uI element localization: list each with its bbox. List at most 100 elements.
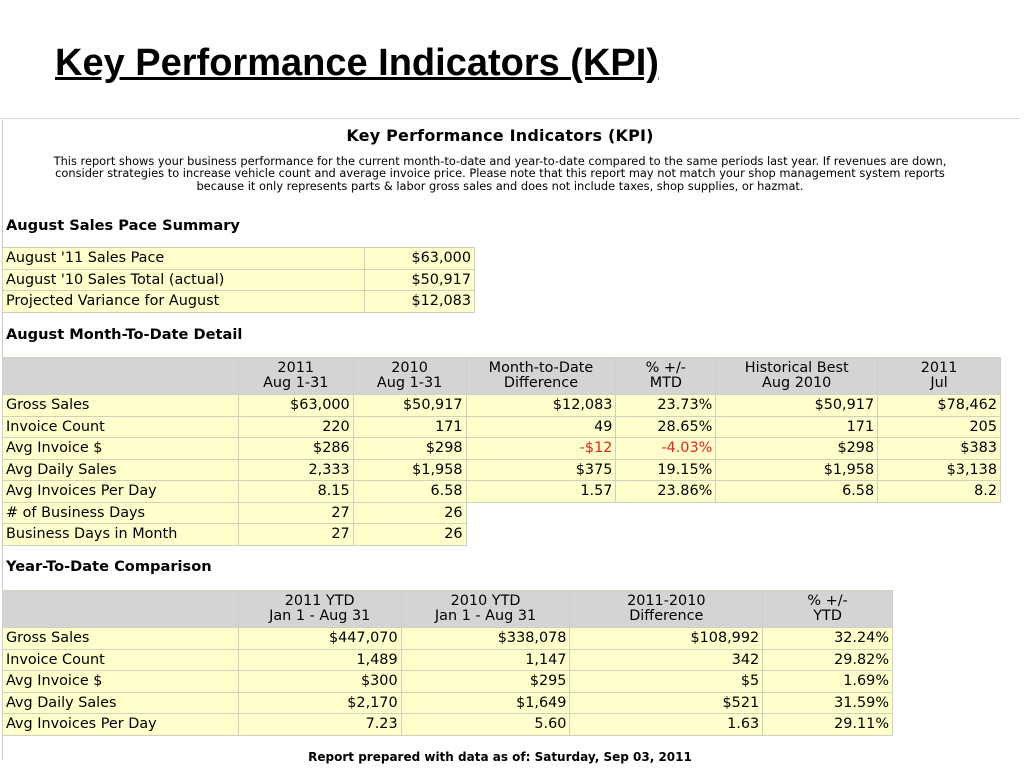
column-header: 2010 YTD Jan 1 - Aug 31 [400,590,571,628]
table-cell: $50,917 [352,394,467,417]
row-label: Projected Variance for August [1,290,366,313]
row-label: Invoice Count [2,648,239,671]
table-cell: 342 [569,648,764,671]
table-cell: $383 [877,437,1001,460]
ytd-heading: Year-To-Date Comparison [6,558,212,575]
table-row: Avg Daily Sales $2,170 $1,649 $521 31.59% [2,691,893,714]
report-footer: Report prepared with data as of: Saturda… [308,750,692,764]
table-row: Avg Invoice $ $300 $295 $5 1.69% [2,670,893,693]
table-cell: $108,992 [569,627,764,650]
table-cell: 23.86% [615,480,717,503]
table-cell: 27 [237,523,354,546]
column-header-line: 2011 [920,360,958,376]
column-header-line: Aug 1-31 [263,375,329,391]
kpi-report: Key Performance Indicators (KPI) This re… [0,118,1024,768]
table-cell: $12,083 [364,290,475,313]
table-cell: $50,917 [715,394,879,417]
ytd-table: 2011 YTD Jan 1 - Aug 31 2010 YTD Jan 1 - Au… [2,590,893,736]
table-cell: 29.82% [762,648,893,671]
row-label: Gross Sales [2,394,239,417]
row-label: Business Days in Month [2,523,239,546]
table-cell: 1.63 [569,713,764,736]
column-header: 2010 Aug 1-31 [352,357,467,395]
table-row: # of Business Days 27 26 [2,501,1001,524]
table-row: Avg Daily Sales 2,333 $1,958 $375 19.15% $1,9… [2,458,1001,481]
table-cell: $2,170 [237,691,402,714]
table-cell: $1,958 [715,458,879,481]
row-label: Avg Invoice $ [2,670,239,693]
table-cell: 1.69% [762,670,893,693]
table-cell: 1,147 [400,648,571,671]
sales-pace-table: August '11 Sales Pace $63,000 August '10 S… [1,247,475,313]
report-title: Key Performance Indicators (KPI) [346,126,654,145]
table-row: Gross Sales $63,000 $50,917 $12,083 23.73% $5… [2,394,1001,417]
row-label: Invoice Count [2,415,239,438]
report-top-border [0,118,1020,119]
column-header-line: Jan 1 - Aug 31 [269,608,371,624]
table-cell: $298 [352,437,467,460]
row-label: Avg Daily Sales [2,458,239,481]
table-cell: 7.23 [237,713,402,736]
column-header-line: Difference [503,375,579,391]
table-cell: 1.57 [465,480,617,503]
row-label: Avg Daily Sales [2,691,239,714]
table-row: Business Days in Month 27 26 [2,523,1001,546]
table-cell: 171 [352,415,467,438]
sales-pace-heading: August Sales Pace Summary [6,217,240,234]
table-row: August '11 Sales Pace $63,000 [1,247,475,270]
column-header-line: Aug 2010 [762,375,832,391]
table-cell: 220 [237,415,354,438]
table-row: Avg Invoice $ $286 $298 -$12 -4.03% $298 $383 [2,437,1001,460]
table-cell: -$12 [465,437,617,460]
column-header: 2011-2010 Difference [569,590,764,628]
column-header-line: Difference [629,608,704,624]
table-row: August '10 Sales Total (actual) $50,917 [1,268,475,291]
table-cell: $5 [569,670,764,693]
table-cell: $375 [465,458,617,481]
table-cell: 6.58 [715,480,879,503]
column-header: Historical Best Aug 2010 [715,357,879,395]
row-label: Avg Invoices Per Day [2,480,239,503]
table-cell: $63,000 [364,247,475,270]
column-header-line: YTD [813,608,842,624]
table-cell: -4.03% [615,437,717,460]
table-row: Invoice Count 1,489 1,147 342 29.82% [2,648,893,671]
column-header-line: 2011 [277,360,315,376]
table-cell: 27 [237,501,354,524]
table-cell: 32.24% [762,627,893,650]
table-cell: 5.60 [400,713,571,736]
column-header: Month-to-Date Difference [465,357,617,395]
mtd-table: 2011 Aug 1-31 2010 Aug 1-31 Month-to-Date Dif… [2,357,1001,546]
table-cell: $521 [569,691,764,714]
table-cell: 171 [715,415,879,438]
table-cell: 19.15% [615,458,717,481]
table-cell: $1,958 [352,458,467,481]
table-cell: $50,917 [364,268,475,291]
table-cell: $295 [400,670,571,693]
row-label: August '11 Sales Pace [1,247,366,270]
table-cell: $3,138 [877,458,1001,481]
table-cell: 8.2 [877,480,1001,503]
column-header-line: Jul [930,375,948,391]
table-cell: 49 [465,415,617,438]
slide-title: Key Performance Indicators (KPI) [55,42,659,84]
column-header: 2011 YTD Jan 1 - Aug 31 [237,590,402,628]
column-header-line: % +/- [807,593,848,609]
header-corner [2,357,239,395]
header-row: 2011 Aug 1-31 2010 Aug 1-31 Month-to-Date Dif… [2,357,1001,395]
mtd-heading: August Month-To-Date Detail [6,326,243,343]
table-cell: $78,462 [877,394,1001,417]
column-header-line: 2010 [391,360,428,376]
row-label: # of Business Days [2,501,239,524]
header-corner [2,590,239,628]
table-row: Gross Sales $447,070 $338,078 $108,992 32.24… [2,627,893,650]
table-cell: 8.15 [237,480,354,503]
row-label: August '10 Sales Total (actual) [1,268,366,291]
table-cell: 28.65% [615,415,717,438]
table-cell: $300 [237,670,402,693]
table-cell: $12,083 [465,394,617,417]
row-label: Avg Invoice $ [2,437,239,460]
table-cell: 23.73% [615,394,717,417]
column-header-line: Jan 1 - Aug 31 [434,608,537,624]
table-row: Avg Invoices Per Day 7.23 5.60 1.63 29.11% [2,713,893,736]
